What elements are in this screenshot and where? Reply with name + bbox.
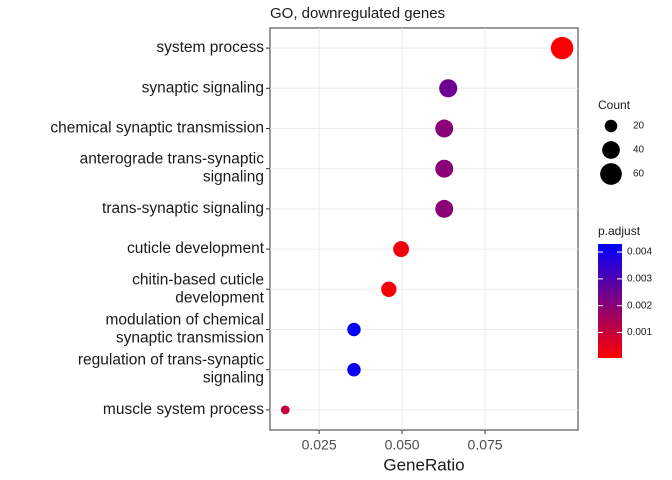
y-tick-label: synaptic signaling: [142, 79, 264, 96]
dot: [347, 322, 361, 337]
color-tick-label: 0.004: [627, 247, 652, 258]
size-legend-label: 40: [633, 145, 645, 156]
chart-title: GO, downregulated genes: [270, 5, 445, 22]
color-tick-label: 0.001: [627, 327, 652, 338]
y-tick-label: regulation of trans-synaptic signaling: [78, 352, 264, 387]
dot: [347, 362, 361, 377]
x-tick-label: 0.025: [302, 437, 337, 453]
y-tick-label: muscle system process: [103, 401, 264, 418]
dot: [435, 159, 454, 178]
size-legend-label: 20: [633, 121, 645, 132]
dot: [439, 79, 458, 98]
y-tick-label: trans-synaptic signaling: [102, 200, 264, 217]
dot: [381, 281, 397, 297]
dot: [435, 119, 454, 138]
y-tick-label: system process: [156, 39, 264, 56]
color-tick-label: 0.002: [627, 300, 652, 311]
x-tick-label: 0.075: [468, 437, 503, 453]
dot: [280, 405, 290, 415]
color-legend-title: p.adjust: [598, 224, 641, 238]
dot: [550, 36, 574, 60]
size-legend-key: [604, 119, 618, 133]
size-legend-key: [602, 141, 620, 159]
x-tick-label: 0.050: [385, 437, 420, 453]
color-bar: [598, 244, 622, 358]
color-tick-label: 0.003: [627, 274, 652, 285]
dot: [435, 199, 454, 218]
dot: [393, 241, 410, 258]
y-tick-label: anterograde trans-synaptic signaling: [80, 151, 265, 186]
y-tick-label: chitin-based cuticle development: [132, 271, 265, 306]
y-tick-label: cuticle development: [127, 240, 265, 257]
size-legend-key: [600, 163, 622, 185]
x-axis-title: GeneRatio: [383, 455, 464, 474]
y-tick-label: modulation of chemical synaptic transmiss…: [105, 312, 264, 347]
size-legend-label: 60: [633, 169, 645, 180]
panel: [269, 27, 579, 431]
y-tick-label: chemical synaptic transmission: [50, 120, 264, 137]
size-legend-title: Count: [598, 98, 631, 112]
